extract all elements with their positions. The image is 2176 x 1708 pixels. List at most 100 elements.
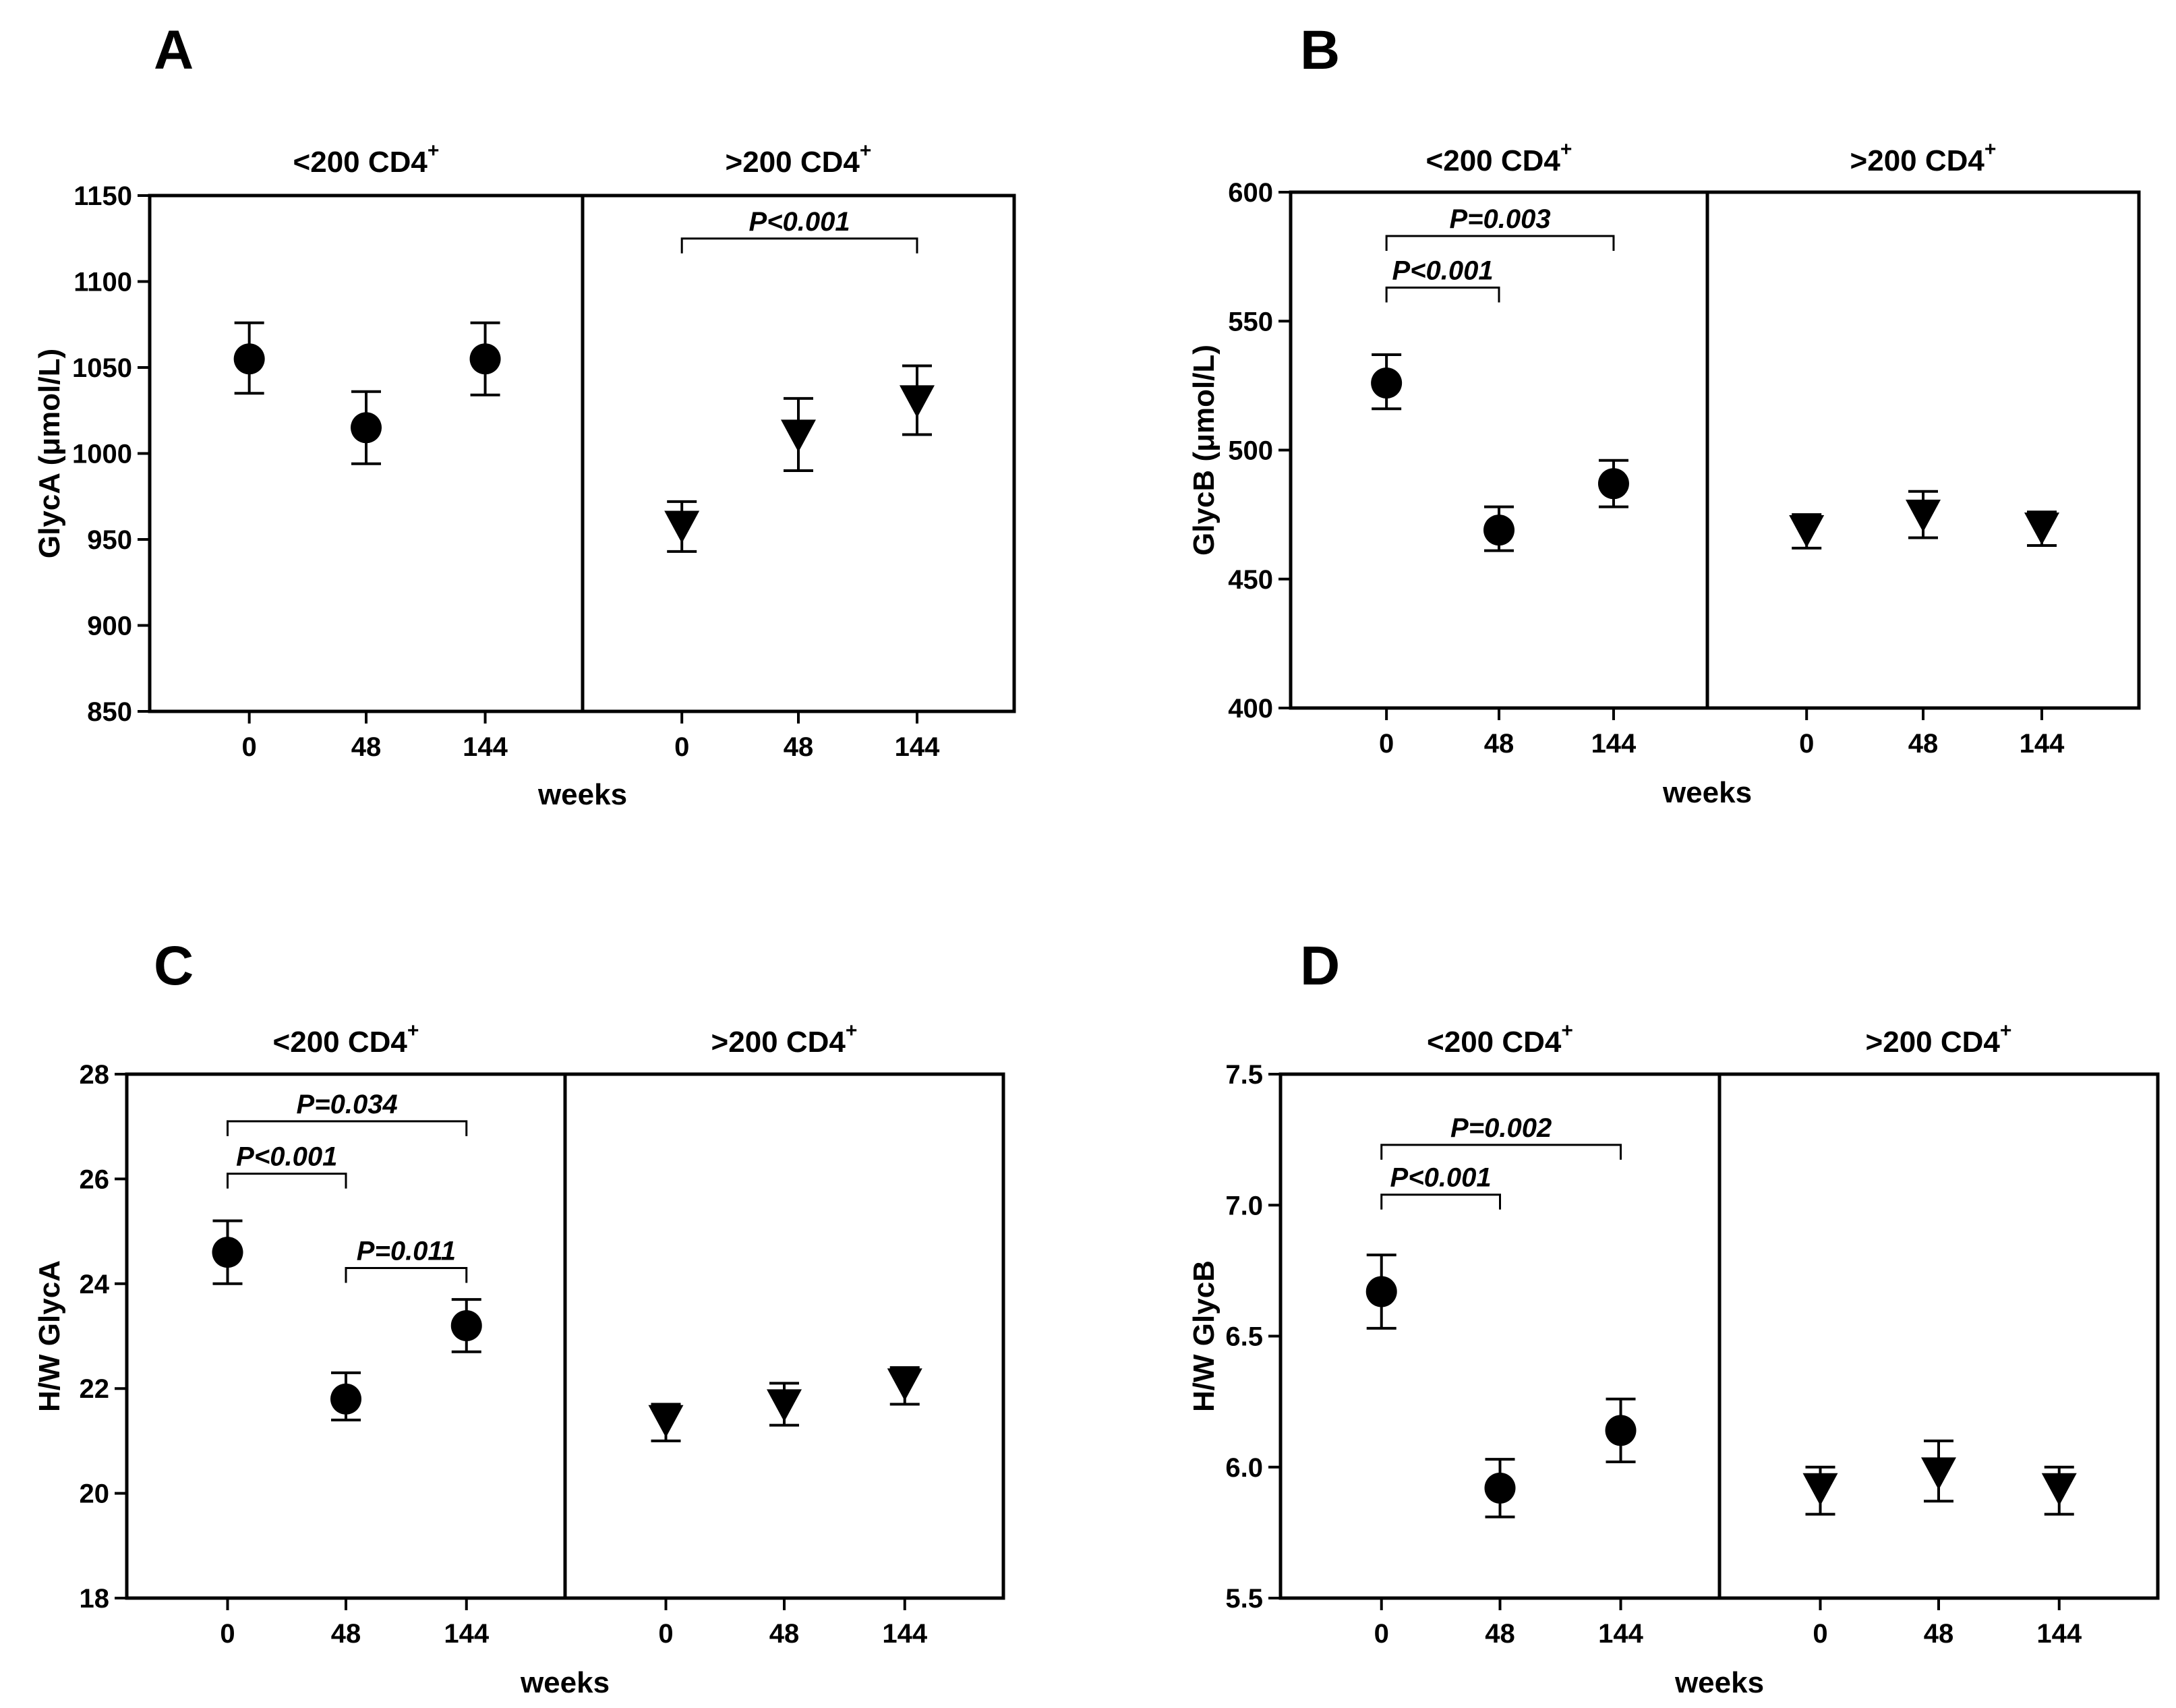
panel-letter: C [154,935,194,997]
x-axis-title: weeks [537,778,627,811]
data-point-triangle [648,1405,684,1438]
superscript: + [1560,138,1572,160]
significance-bracket [345,1266,468,1283]
data-point-circle [1371,367,1403,399]
data-point-circle [1597,468,1629,500]
y-axis-title: H/W GlycB [1187,1260,1221,1412]
y-tick-label: 1050 [72,353,132,383]
significance-label: P=0.002 [1450,1113,1552,1143]
y-tick-label: 900 [87,612,132,641]
x-tick-label: 48 [1908,729,1939,759]
data-point-triangle [1906,500,1941,533]
significance-bracket [227,1120,468,1136]
significance-label: P<0.001 [749,207,850,237]
y-tick-label: 450 [1228,565,1273,595]
x-tick-label: 48 [331,1619,361,1649]
data-point-triangle [2024,512,2059,546]
data-point-circle [351,412,382,444]
group-label: >200 CD4+ [726,140,872,179]
panel-d: D 5.5 6.0 6.5 7.0 7.5 H/W GlycB weeks <200 CD4+ 0… [1187,935,2160,1699]
x-tick-label: 144 [882,1619,927,1649]
x-tick-label: 144 [2036,1619,2082,1649]
x-tick-label: 0 [658,1619,673,1649]
x-tick-label: 48 [769,1619,800,1649]
data-point-triangle [887,1368,922,1401]
y-tick-label: 1100 [73,268,132,297]
superscript: + [846,1020,858,1042]
group-label: >200 CD4+ [1850,138,1997,177]
panel-a: A 850 900 950 1000 1050 1100 1150 GlycA (μmol/L)… [33,20,1016,811]
superscript: + [428,140,440,162]
superscript: + [407,1020,419,1042]
significance-label: P=0.003 [1449,204,1550,234]
data-point-triangle [1789,514,1825,548]
y-tick-label: 6.5 [1225,1322,1263,1352]
group-label: <200 CD4+ [1426,138,1572,177]
data-point-circle [1484,1472,1516,1504]
significance-bracket [1385,235,1615,252]
plot-box-high-cd4 [1717,1072,2160,1600]
data-point-triangle [1802,1473,1838,1506]
data-point-triangle [1921,1457,1956,1490]
y-tick-label: 5.5 [1225,1584,1263,1614]
x-tick-label: 0 [1813,1619,1827,1649]
significance-bracket [1380,1194,1501,1210]
data-point-circle [212,1237,243,1268]
plot-box-high-cd4 [1705,190,2141,710]
x-axis-title: weeks [1662,776,1752,809]
significance-bracket [1380,1144,1622,1160]
panel-c: C 18 20 22 24 26 28 H/W GlycA weeks <200 CD4+ 0 48 1… [33,935,1005,1699]
y-tick-label: 500 [1228,436,1273,466]
y-tick-label: 26 [80,1165,110,1194]
y-tick-label: 18 [80,1584,110,1614]
data-point-triangle [767,1389,802,1422]
superscript: + [860,140,872,162]
significance-label: P<0.001 [1390,1163,1492,1193]
group-label: <200 CD4+ [273,1020,419,1059]
x-axis-title: weeks [1674,1666,1764,1699]
data-point-circle [1483,514,1515,546]
y-axis-title: GlycB (μmol/L) [1187,345,1221,556]
y-tick-label: 24 [80,1270,110,1299]
x-tick-label: 48 [784,732,814,762]
significance-label: P<0.001 [236,1142,337,1172]
x-tick-label: 0 [1799,729,1814,759]
x-axis-title: weeks [520,1666,610,1699]
significance-label: P=0.034 [297,1090,398,1119]
significance-bracket [680,237,918,254]
x-tick-label: 144 [2020,729,2065,759]
group-label: <200 CD4+ [1427,1020,1573,1059]
group-label: >200 CD4+ [711,1020,858,1059]
plot-box-low-cd4 [125,1072,567,1600]
significance-bracket [1385,287,1500,303]
y-tick-label: 6.0 [1225,1453,1263,1483]
x-tick-label: 48 [351,732,382,762]
x-tick-label: 0 [242,732,257,762]
data-point-circle [450,1309,482,1341]
superscript: + [1561,1020,1573,1042]
y-tick-label: 7.5 [1225,1060,1263,1090]
group-label: >200 CD4+ [1866,1020,2012,1059]
y-tick-label: 22 [80,1374,110,1404]
x-tick-label: 144 [1591,729,1637,759]
y-tick-label: 7.0 [1225,1191,1263,1220]
data-point-circle [1605,1415,1637,1446]
x-tick-label: 48 [1484,729,1515,759]
data-point-triangle [664,510,700,543]
y-tick-label: 600 [1228,178,1273,208]
y-tick-label: 850 [87,697,132,727]
y-tick-label: 550 [1228,307,1273,336]
plot-box-low-cd4 [1289,190,1709,710]
panel-letter: A [154,20,194,81]
x-tick-label: 144 [895,732,940,762]
plot-box-high-cd4 [563,1072,1005,1600]
x-tick-label: 144 [1598,1619,1643,1649]
data-point-circle [330,1383,361,1415]
y-tick-label: 950 [87,525,132,555]
x-tick-label: 0 [220,1619,235,1649]
panel-b: B 400 450 500 550 600 GlycB (μmol/L) weeks <200 … [1187,20,2141,809]
y-tick-label: 20 [80,1479,110,1509]
y-tick-label: 1000 [72,440,132,469]
data-point-triangle [781,419,816,452]
